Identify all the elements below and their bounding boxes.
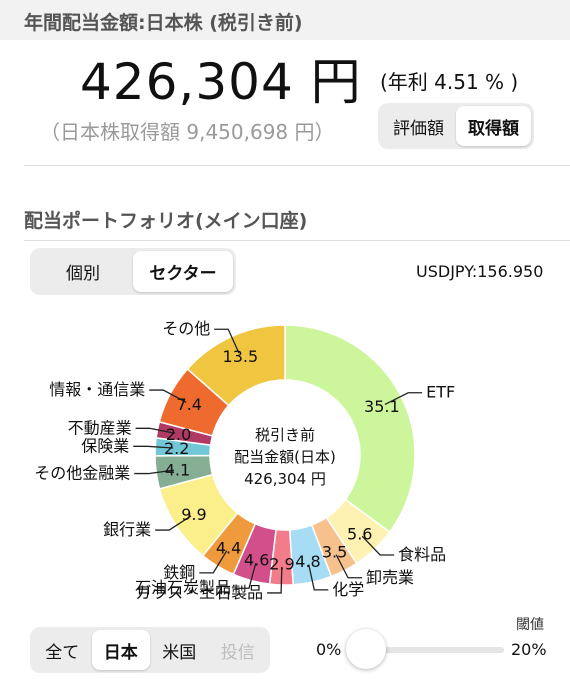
- slice-value-label: 9.9: [181, 505, 206, 524]
- threshold-slider-track[interactable]: [352, 647, 504, 653]
- slice-value-label: 7.4: [177, 395, 202, 414]
- sector-donut-chart: 35.1 5.63.54.82.94.64.4 9.9 4.1 2.22.0 7.4 13.…: [34, 319, 455, 600]
- total-dividend-amount: 426,304 円: [80, 53, 362, 111]
- donut-hole: [210, 380, 360, 530]
- donut-center-line1: 税引き前: [255, 426, 315, 444]
- valuation-option-acquisition-cost[interactable]: 取得額: [456, 106, 531, 146]
- slice-name-label: 化学: [332, 580, 364, 599]
- slice-value-label: 2.9: [269, 554, 294, 573]
- slice-leader-line: [335, 554, 363, 579]
- slice-leader-line: [235, 562, 257, 589]
- slice-value-label: 4.8: [295, 552, 320, 571]
- slice-value-label: 2.2: [164, 439, 189, 458]
- slice-leader-line: [155, 515, 192, 531]
- slice-leader-line: [135, 427, 176, 434]
- slice-name-label: 保険業: [81, 436, 129, 455]
- section-divider: [24, 165, 570, 166]
- market-filter-toggle: 全て 日本 米国 投信: [30, 627, 270, 673]
- slice-leader-line: [384, 392, 423, 406]
- slice-leader-line: [361, 535, 395, 556]
- acquisition-amount: （日本株取得額 9,450,698 円）: [40, 120, 335, 144]
- slice-name-label: ETF: [426, 383, 455, 402]
- market-option-japan[interactable]: 日本: [91, 630, 150, 670]
- slice-name-label: 情報・通信業: [49, 380, 145, 399]
- slice-leader-line: [199, 550, 228, 574]
- slice-name-label: 銀行業: [103, 520, 151, 539]
- market-option-funds: 投信: [220, 642, 255, 663]
- slice-value-label: 5.6: [347, 525, 372, 544]
- slice-value-label: 35.1: [364, 397, 400, 416]
- slice-name-label: その他金融業: [34, 464, 130, 483]
- slice-value-label: 3.5: [322, 543, 347, 562]
- threshold-label: 閾値: [516, 617, 544, 633]
- slice-name-label: 不動産業: [68, 418, 132, 437]
- slice-name-label: 鉄鋼: [163, 563, 195, 582]
- threshold-min-label: 0%: [316, 640, 342, 659]
- donut-center-line2: 配当金額(日本): [234, 448, 336, 466]
- slice-name-label: 食料品: [398, 545, 446, 564]
- view-option-sector[interactable]: セクター: [133, 251, 233, 292]
- annual-dividend-header: 年間配当金額:日本株 (税引き前): [0, 0, 570, 40]
- slice-name-label: 卸売業: [366, 568, 414, 587]
- slice-value-label: 2.0: [166, 425, 191, 444]
- slice-value-label: 4.6: [244, 551, 269, 570]
- valuation-option-market-value[interactable]: 評価額: [393, 118, 444, 139]
- slice-leader-line: [149, 389, 187, 403]
- slice-leader-line: [308, 564, 329, 591]
- annual-yield: (年利 4.51 % ): [380, 70, 519, 94]
- usdjpy-rate: USDJPY:156.950: [416, 262, 544, 281]
- market-option-all[interactable]: 全て: [45, 642, 80, 663]
- view-option-individual[interactable]: 個別: [66, 264, 100, 284]
- threshold-slider-thumb[interactable]: [345, 629, 386, 669]
- slice-leader-line: [134, 469, 175, 475]
- slice-name-label: 石油石炭製品: [135, 578, 231, 597]
- slice-value-label: 13.5: [223, 347, 259, 366]
- slice-leader-line: [214, 328, 240, 354]
- market-option-us[interactable]: 米国: [162, 642, 197, 663]
- valuation-basis-toggle: 評価額 取得額: [378, 103, 534, 149]
- view-mode-toggle: 個別 セクター: [30, 248, 236, 295]
- slice-leader-line: [133, 445, 174, 449]
- slice-name-label: ガラス・土石製品: [135, 583, 263, 600]
- annual-dividend-title: 年間配当金額:日本株 (税引き前): [24, 12, 303, 34]
- portfolio-title: 配当ポートフォリオ(メイン口座): [24, 210, 308, 232]
- slice-value-label: 4.4: [216, 539, 241, 558]
- threshold-max-label: 20%: [511, 640, 547, 659]
- portfolio-divider: [24, 240, 570, 241]
- slice-name-label: その他: [162, 319, 210, 338]
- donut-center-line3: 426,304 円: [244, 470, 326, 488]
- slice-leader-line: [267, 566, 283, 594]
- slice-value-label: 4.1: [165, 461, 190, 480]
